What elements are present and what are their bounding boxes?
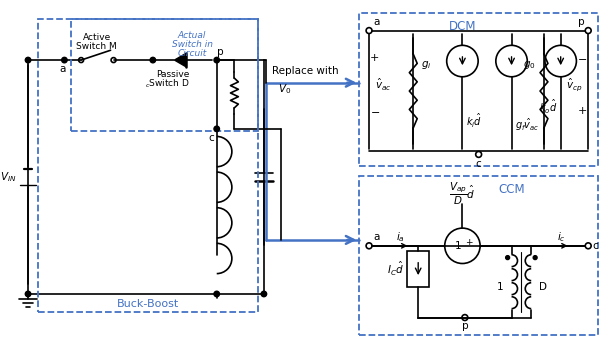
Text: $i_a$: $i_a$ [396,230,405,244]
Text: CCM: CCM [498,183,525,196]
Text: Switch M: Switch M [76,42,117,51]
Text: c: c [208,133,214,143]
Text: a: a [59,64,65,74]
Text: $V_{IN}$: $V_{IN}$ [0,170,16,184]
Text: Actual: Actual [178,31,206,40]
Polygon shape [175,53,186,67]
Text: Buck-Boost: Buck-Boost [117,299,179,309]
Text: $k_i\hat{d}$: $k_i\hat{d}$ [466,112,482,130]
Text: D: D [539,282,547,292]
Text: a: a [373,232,379,242]
Text: 1: 1 [497,282,503,292]
Circle shape [25,291,31,297]
Text: $-$: $-$ [370,106,380,116]
Text: Passive: Passive [156,70,189,79]
Text: c: c [592,241,598,251]
Circle shape [62,57,67,63]
Circle shape [25,57,31,63]
Circle shape [214,57,220,63]
Text: $V_0$: $V_0$ [278,83,291,96]
Text: +: + [370,53,380,63]
Text: $g_0$: $g_0$ [523,59,536,71]
Text: Active: Active [83,33,111,42]
Text: p: p [217,47,224,57]
Text: p: p [461,321,468,331]
Circle shape [214,291,220,297]
Text: +: + [466,239,473,247]
Circle shape [506,256,509,260]
Text: $g_i$: $g_i$ [421,59,432,71]
Text: c: c [476,159,482,169]
Text: $i_c$: $i_c$ [557,230,566,244]
Text: DCM: DCM [449,20,476,33]
Text: $\hat{v}_{cp}$: $\hat{v}_{cp}$ [566,76,583,93]
Text: Replace with: Replace with [272,66,338,76]
Text: $\hat{v}_{ac}$: $\hat{v}_{ac}$ [375,77,392,93]
Text: $k_o\hat{d}$: $k_o\hat{d}$ [539,98,558,116]
Circle shape [261,291,266,297]
Text: +: + [578,106,587,116]
Text: Circuit: Circuit [178,49,207,58]
Text: $_c$Switch D: $_c$Switch D [145,77,190,90]
Circle shape [533,256,537,260]
Text: Switch in: Switch in [172,40,212,49]
Text: $g_f\hat{v}_{ac}$: $g_f\hat{v}_{ac}$ [515,117,540,133]
Circle shape [214,126,220,132]
Text: $I_C\hat{d}$: $I_C\hat{d}$ [388,260,404,278]
Text: $-$: $-$ [577,53,587,63]
Text: p: p [578,17,584,27]
Circle shape [150,57,155,63]
Text: a: a [373,17,379,27]
Text: $\dfrac{V_{ap}}{D}\hat{d}$: $\dfrac{V_{ap}}{D}\hat{d}$ [449,180,476,207]
Text: 1: 1 [455,241,462,251]
